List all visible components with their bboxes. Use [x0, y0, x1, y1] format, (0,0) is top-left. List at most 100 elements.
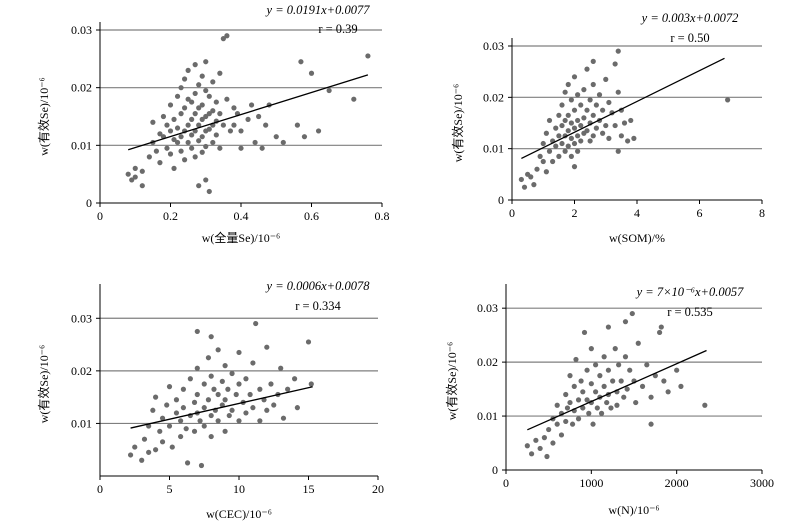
data-point	[231, 122, 237, 128]
data-point	[559, 140, 565, 147]
data-point	[657, 329, 663, 336]
data-point	[606, 99, 612, 106]
data-point	[606, 135, 612, 141]
data-point	[164, 402, 170, 408]
data-point	[178, 85, 184, 91]
data-point	[563, 418, 569, 425]
data-point	[194, 365, 200, 371]
data-point	[601, 354, 607, 360]
data-point	[546, 148, 553, 154]
data-point	[182, 105, 188, 111]
x-tick-label: 2	[572, 206, 578, 220]
data-point	[222, 397, 228, 403]
y-tick-label: 0.01	[71, 416, 92, 430]
data-point	[568, 97, 574, 103]
x-tick-label: 0	[503, 476, 509, 490]
data-point	[174, 93, 181, 99]
data-point	[169, 444, 175, 450]
data-point	[206, 93, 212, 99]
y-tick-label: 0.02	[71, 364, 92, 378]
data-point	[139, 183, 145, 189]
x-tick-label: 5	[167, 482, 173, 496]
data-point	[253, 320, 259, 327]
data-point	[567, 373, 573, 379]
data-point	[196, 122, 202, 128]
data-point	[159, 415, 166, 421]
x-tick-label: 0.4	[234, 209, 249, 223]
data-point	[222, 363, 228, 369]
data-point	[575, 92, 581, 98]
data-point	[365, 53, 371, 59]
data-point	[227, 128, 234, 134]
data-point	[220, 36, 226, 42]
data-point	[537, 153, 543, 159]
data-point	[157, 160, 163, 166]
panel-n: 0 1000 2000 3000 0 0.01 0.02 0.03 y = 7×10⁻⁶x+0.…	[444, 284, 774, 517]
data-point	[236, 349, 242, 356]
data-point	[562, 117, 568, 124]
data-point	[593, 362, 599, 368]
data-point	[178, 433, 184, 440]
data-point	[292, 376, 298, 382]
data-point	[192, 154, 198, 160]
data-point	[518, 176, 524, 183]
data-point	[250, 360, 256, 366]
data-point	[578, 102, 584, 108]
data-point	[590, 81, 596, 88]
data-point	[271, 402, 277, 408]
data-point	[185, 96, 191, 102]
data-point	[203, 87, 209, 94]
x-tick-label: 6	[697, 206, 703, 220]
data-point	[160, 113, 167, 120]
data-point	[231, 105, 237, 111]
data-point	[215, 391, 221, 398]
data-point	[580, 389, 586, 395]
data-point	[614, 402, 620, 408]
data-point	[596, 92, 603, 98]
data-point	[571, 383, 577, 389]
data-point	[540, 140, 546, 147]
data-point	[153, 447, 159, 453]
data-point	[182, 76, 188, 82]
data-point	[590, 112, 596, 118]
x-tick-label: 0	[97, 209, 103, 223]
data-point	[578, 138, 584, 144]
data-point	[554, 421, 560, 427]
data-point	[556, 133, 562, 139]
data-point	[298, 59, 304, 65]
x-tick-label: 0.2	[163, 209, 178, 223]
data-point	[593, 125, 599, 131]
data-point	[252, 139, 258, 146]
y-axis-title: w(有效Se)/10⁻⁶	[444, 342, 459, 421]
data-point	[604, 399, 610, 406]
data-point	[294, 405, 300, 411]
x-tick-label: 15	[303, 482, 315, 496]
data-point	[588, 381, 594, 387]
data-point	[612, 61, 618, 67]
data-point	[624, 386, 630, 392]
data-point	[199, 149, 205, 155]
data-point	[250, 405, 256, 411]
data-point	[537, 445, 543, 452]
data-point	[264, 344, 270, 350]
trend-line	[130, 386, 313, 429]
data-point	[189, 116, 195, 122]
data-point	[629, 310, 635, 317]
data-point	[153, 394, 159, 400]
data-point	[199, 73, 205, 79]
data-point	[166, 384, 173, 390]
data-point	[199, 134, 205, 140]
data-point	[584, 66, 590, 72]
data-point	[219, 378, 225, 384]
data-point	[565, 81, 571, 88]
data-point	[593, 102, 599, 108]
data-point	[171, 165, 177, 171]
data-point	[174, 139, 181, 146]
data-point	[245, 116, 251, 122]
trend-line	[128, 74, 369, 151]
data-point	[196, 82, 202, 88]
data-point	[546, 426, 552, 433]
correlation-coefficient: r = 0.535	[667, 305, 713, 319]
data-point	[603, 122, 609, 129]
data-point	[146, 449, 152, 455]
